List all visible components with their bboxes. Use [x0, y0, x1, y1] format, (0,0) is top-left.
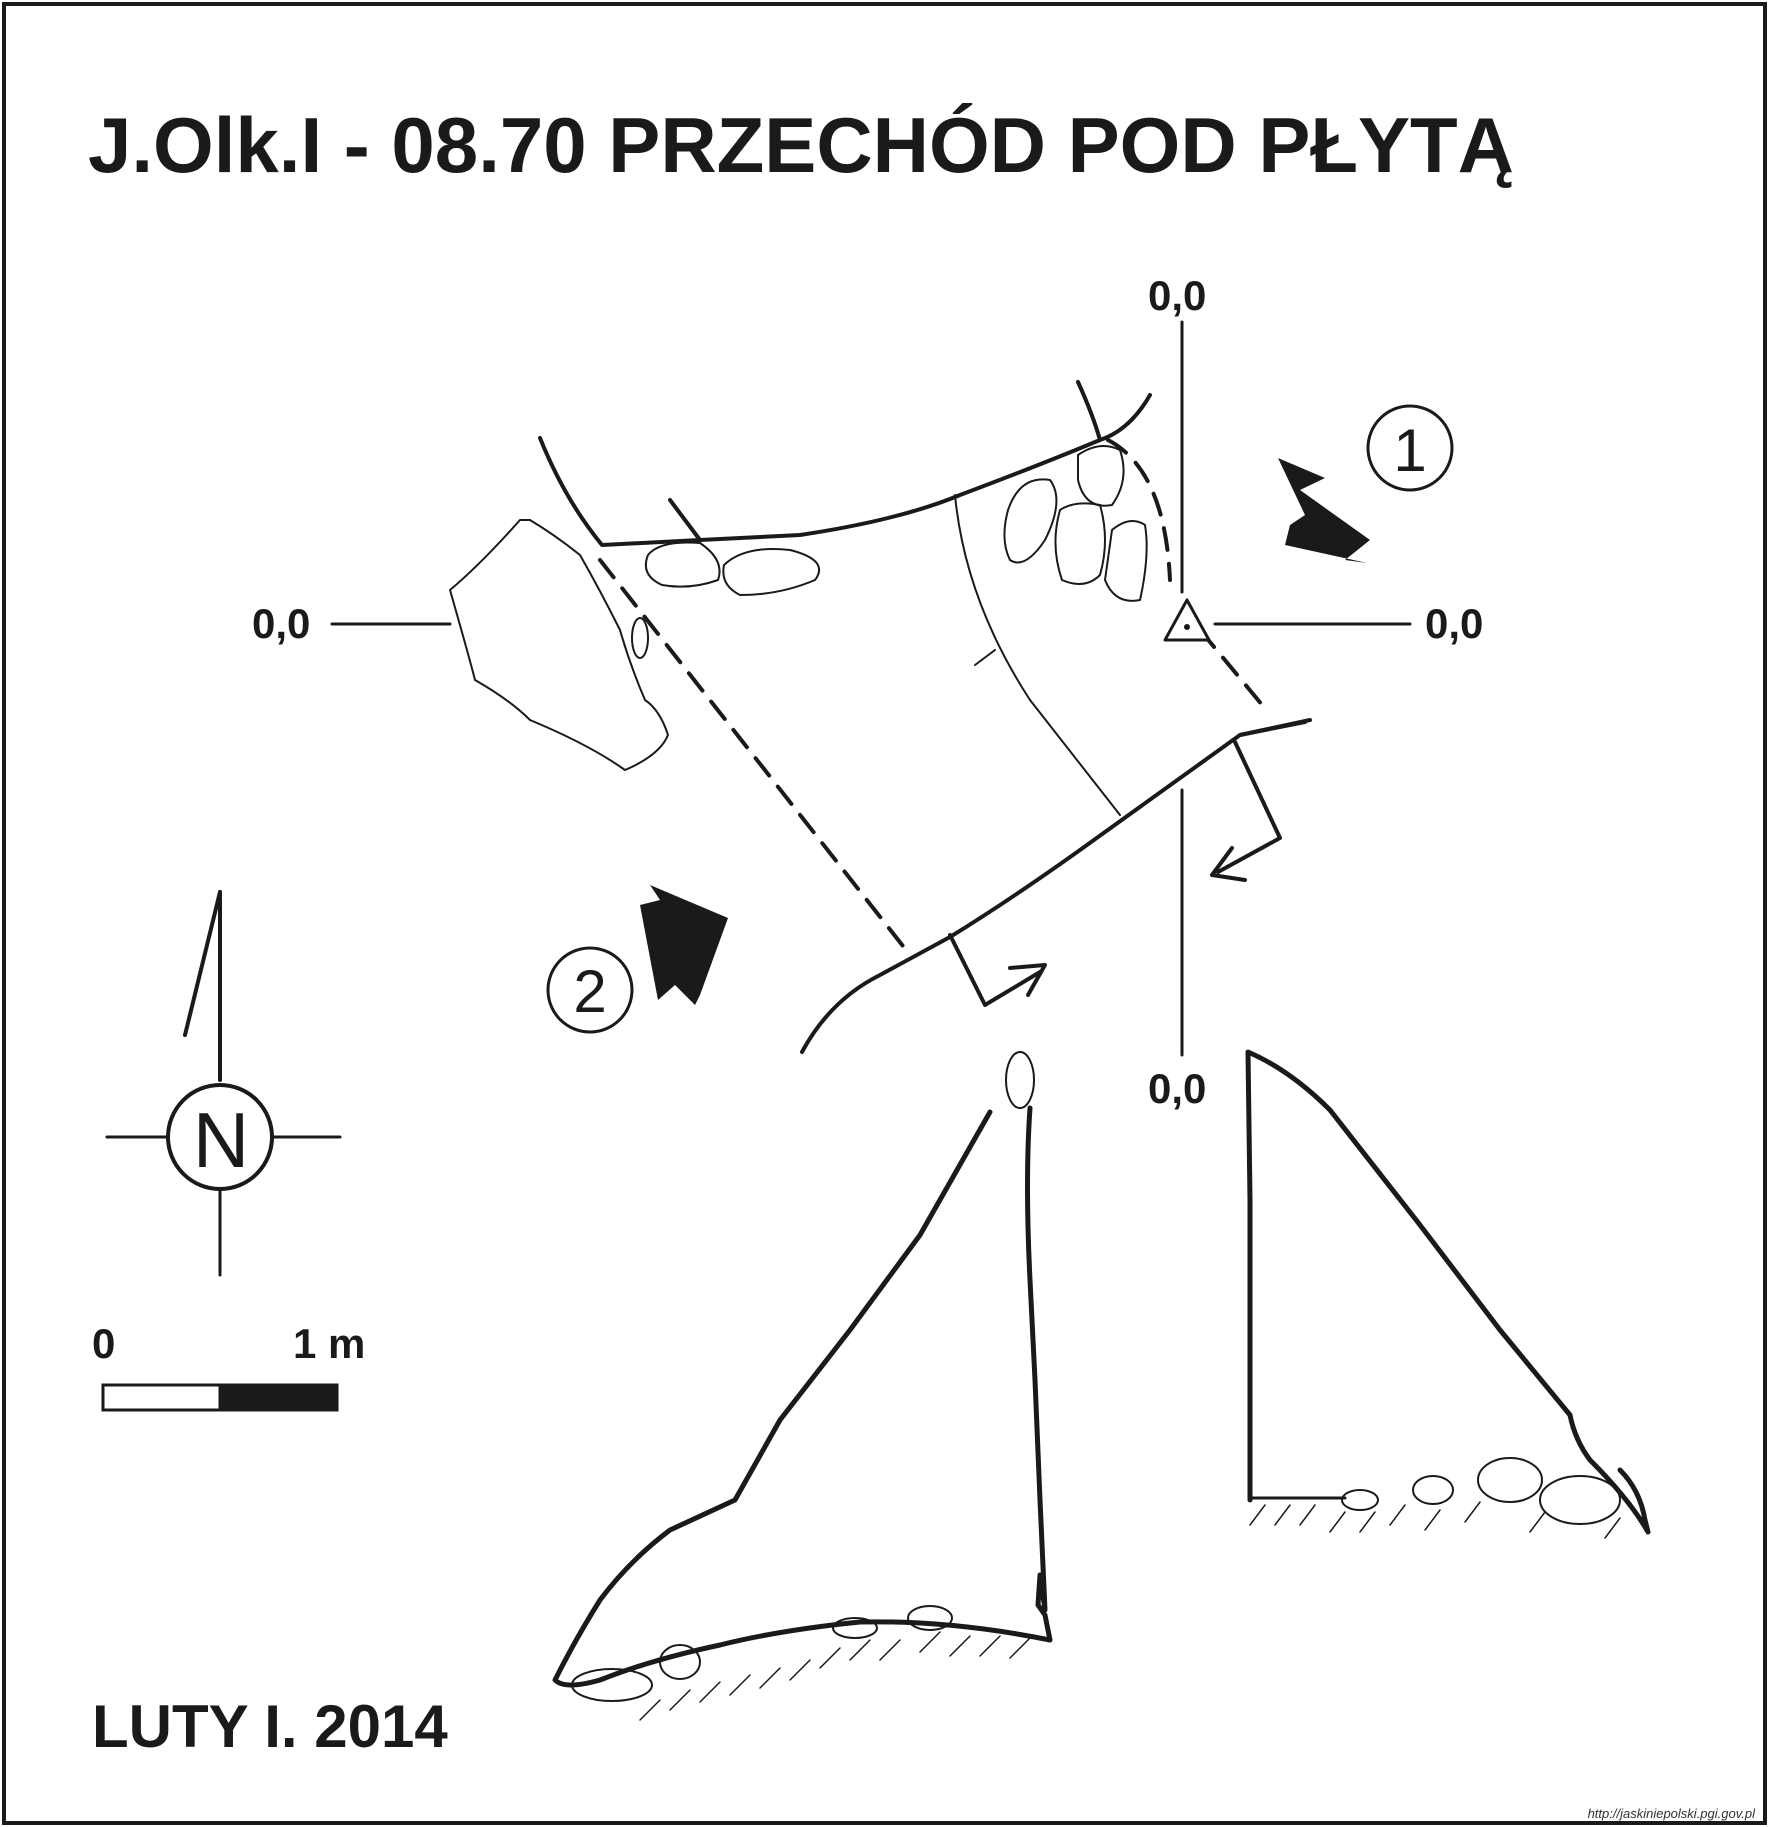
cross-section-right	[1245, 1049, 1651, 1539]
stones-top-wall	[644, 445, 1148, 602]
north-arrow-letter: N	[193, 1096, 249, 1184]
scale-bar-white-segment	[101, 1383, 222, 1412]
section-label-right: 0,0	[1425, 600, 1483, 647]
cross-section-left	[552, 1051, 1053, 1721]
entrance-number-1: 1	[1393, 417, 1426, 484]
cave-plan	[330, 320, 1412, 1057]
scale-bar-start-label: 0	[92, 1320, 115, 1367]
entrance-marker-1: 1	[1366, 404, 1454, 492]
section-label-top: 0,0	[1148, 272, 1206, 319]
cave-wall-top	[538, 436, 1102, 547]
cave-wall-overhang-right	[1238, 720, 1307, 737]
entrance-arrow-1	[1278, 458, 1370, 563]
cave-wall-bottom	[800, 718, 1312, 1054]
cave-wall-top-right	[1076, 380, 1152, 442]
north-arrow-circle	[166, 1083, 274, 1191]
entrance-arrows	[640, 458, 1370, 1005]
boulder-small-left	[631, 617, 649, 659]
slab-dashed-edges	[598, 438, 1270, 957]
boulder-left	[449, 519, 669, 771]
author-date: LUTY I. 2014	[92, 1693, 448, 1760]
section-arrow-bottom	[1210, 740, 1282, 882]
section-label-left: 0,0	[252, 600, 310, 647]
scale-bar-black-segment	[218, 1383, 339, 1412]
credit-url[interactable]: http://jaskiniepolski.pgi.gov.pl	[1588, 1806, 1757, 1821]
cave-walls	[538, 380, 1312, 1054]
interior-drip-line	[954, 494, 1121, 816]
section-reference-lines	[330, 320, 1412, 1057]
north-arrow	[105, 890, 342, 1277]
entrance-number-2: 2	[573, 958, 606, 1025]
dashed-edge-lower-right	[1198, 628, 1270, 714]
interior-tick	[974, 649, 996, 666]
scale-bar-end-label: 1 m	[293, 1320, 365, 1367]
entrance-marker-2: 2	[546, 946, 634, 1034]
section-arrow-middle	[948, 933, 1047, 1007]
entrance-arrow-2	[640, 885, 728, 1005]
survey-datum-triangle	[1163, 598, 1211, 642]
dashed-edge-left	[598, 558, 912, 957]
interior-lines	[954, 494, 1121, 816]
dashed-edge-right	[1106, 438, 1172, 582]
wall-tick-top-mid	[668, 498, 702, 542]
map-title: J.Olk.I - 08.70 PRZECHÓD POD PŁYTĄ	[88, 101, 1514, 189]
scale-bar	[101, 1383, 339, 1412]
section-label-bottom: 0,0	[1148, 1065, 1206, 1112]
